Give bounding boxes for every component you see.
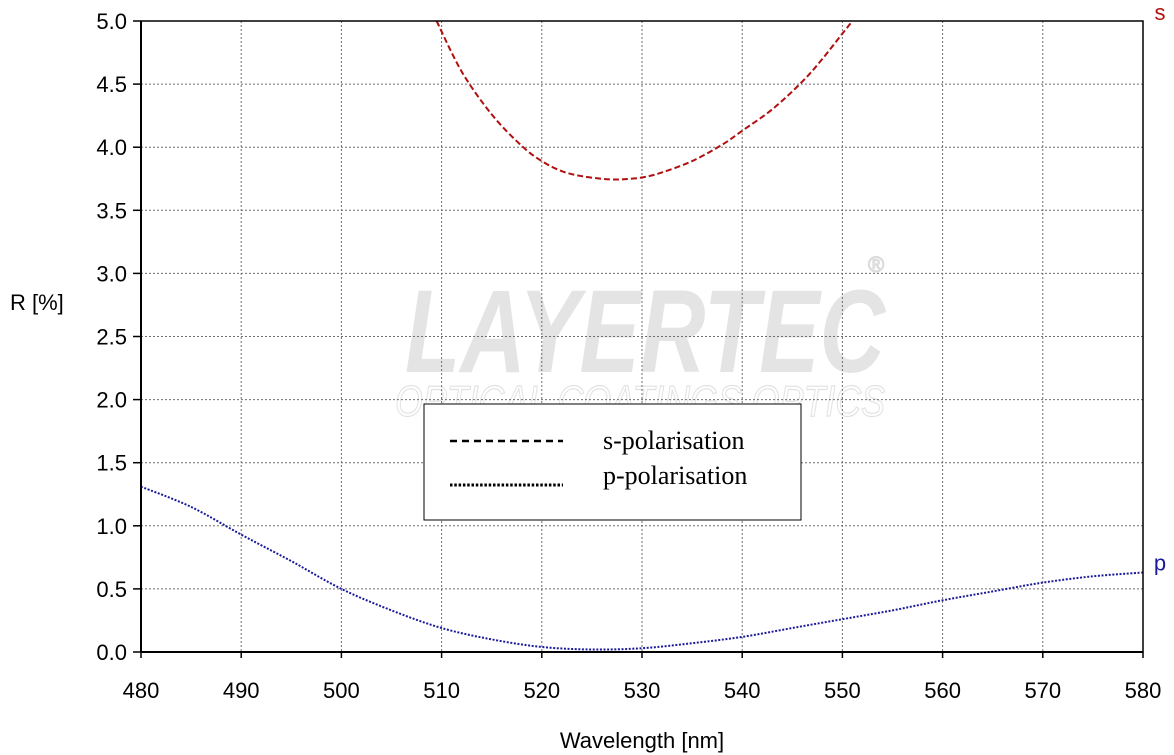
x-tick-label-560: 560	[924, 678, 961, 703]
x-tick-label-480: 480	[123, 678, 160, 703]
series-line-p-polarisation	[140, 485, 1144, 651]
legend-label-p-polarisation: p-polarisation	[603, 461, 747, 490]
y-tick-label-0.5: 0.5	[96, 577, 127, 602]
y-tick-label-0.0: 0.0	[96, 640, 127, 665]
y-tick-label-1.5: 1.5	[96, 451, 127, 476]
series-end-labels: sp	[1154, 0, 1166, 575]
y-tick-label-4.0: 4.0	[96, 135, 127, 160]
y-axis-title: R [%]	[10, 290, 64, 315]
y-tick-label-4.5: 4.5	[96, 72, 127, 97]
y-tick-label-1.0: 1.0	[96, 514, 127, 539]
watermark-registered-mark: ®	[868, 252, 884, 277]
x-axis-title: Wavelength [nm]	[560, 728, 724, 753]
x-tick-label-530: 530	[624, 678, 661, 703]
watermark-brand: LAYERTEC	[405, 266, 886, 398]
x-tick-label-550: 550	[824, 678, 861, 703]
x-tick-label-500: 500	[323, 678, 360, 703]
y-tick-label-3.0: 3.0	[96, 261, 127, 286]
y-tick-label-2.0: 2.0	[96, 388, 127, 413]
series-end-label-p-polarisation: p	[1154, 550, 1166, 575]
series-end-label-s-polarisation: s	[1155, 0, 1166, 25]
x-tick-label-580: 580	[1125, 678, 1162, 703]
y-tick-label-5.0: 5.0	[96, 9, 127, 34]
x-tick-label-490: 490	[223, 678, 260, 703]
y-axis-ticks: 0.0 0.5 1.0 1.5 2.0 2.5 3.0 3.5 4.0 4.5 5.0	[96, 9, 141, 665]
x-tick-label-510: 510	[423, 678, 460, 703]
legend-label-s-polarisation: s-polarisation	[603, 426, 745, 455]
x-axis-ticks: 480 490 500 510 520 530 540 550 560 570 580	[123, 652, 1162, 703]
x-tick-label-570: 570	[1024, 678, 1061, 703]
legend: s-polarisation p-polarisation	[423, 403, 802, 521]
y-tick-label-2.5: 2.5	[96, 325, 127, 350]
grid	[141, 21, 1143, 652]
series-layer	[140, 20, 1144, 651]
y-tick-label-3.5: 3.5	[96, 198, 127, 223]
layertec-watermark: LAYERTEC OPTICAL COATINGS OPTICS ®	[394, 251, 886, 426]
x-tick-label-540: 540	[724, 678, 761, 703]
legend-box	[423, 403, 802, 521]
series-line-s-polarisation	[435, 20, 854, 181]
x-tick-label-520: 520	[523, 678, 560, 703]
